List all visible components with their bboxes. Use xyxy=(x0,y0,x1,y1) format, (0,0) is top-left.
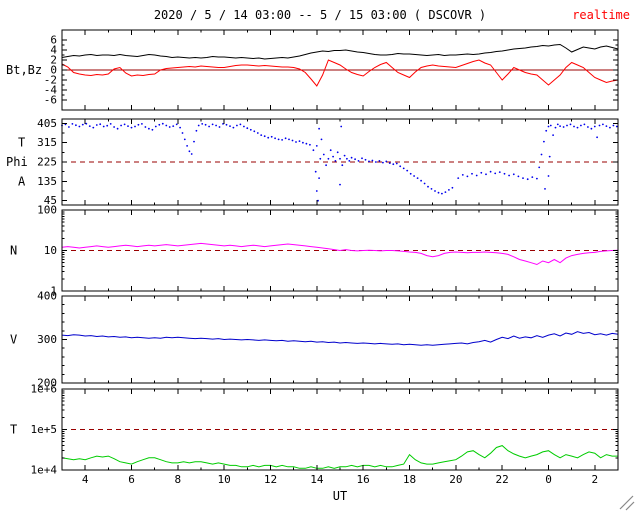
frame-phi xyxy=(61,118,619,206)
svg-text:100: 100 xyxy=(37,204,57,217)
plot-title: 2020 / 5 / 14 03:00 -- 5 / 15 03:00 ( DS… xyxy=(153,8,487,22)
svg-text:4: 4 xyxy=(50,44,57,57)
series-n-line xyxy=(61,242,619,266)
svg-text:2: 2 xyxy=(50,54,57,67)
panel-velocity: 400 300 200 V xyxy=(10,290,619,390)
svg-text:V: V xyxy=(10,333,17,347)
svg-text:20: 20 xyxy=(449,473,462,486)
frame-velocity xyxy=(61,295,619,384)
corner-resize-mark xyxy=(619,495,635,511)
svg-text:T: T xyxy=(18,136,25,150)
svg-text:2: 2 xyxy=(592,473,599,486)
svg-text:8: 8 xyxy=(175,473,182,486)
frame-bt-bz xyxy=(61,29,619,111)
svg-text:-4: -4 xyxy=(44,84,58,97)
svg-text:22: 22 xyxy=(496,473,509,486)
realtime-badge: realtime xyxy=(572,8,630,22)
svg-text:-2: -2 xyxy=(44,74,57,87)
svg-text:T: T xyxy=(10,423,17,437)
svg-text:18: 18 xyxy=(403,473,416,486)
svg-text:405: 405 xyxy=(37,117,57,130)
svg-text:400: 400 xyxy=(37,290,57,303)
frame-density xyxy=(61,209,619,292)
svg-text:135: 135 xyxy=(37,175,57,188)
svg-text:1e+4: 1e+4 xyxy=(31,464,58,477)
svg-text:300: 300 xyxy=(37,333,57,346)
svg-text:Bt,Bz: Bt,Bz xyxy=(6,63,42,77)
svg-text:6: 6 xyxy=(128,473,135,486)
series-phi-scatter xyxy=(61,122,618,202)
svg-text:14: 14 xyxy=(310,473,324,486)
svg-text:Phi: Phi xyxy=(6,155,28,169)
svg-text:200: 200 xyxy=(37,377,57,390)
svg-text:1e+6: 1e+6 xyxy=(31,383,58,396)
series-bt-line xyxy=(61,43,619,60)
svg-text:10: 10 xyxy=(44,244,57,257)
panel-temperature: 1e+6 1e+5 1e+4 T xyxy=(10,383,619,477)
series-t-line xyxy=(61,445,618,469)
svg-text:10: 10 xyxy=(218,473,231,486)
svg-text:12: 12 xyxy=(264,473,277,486)
svg-text:225: 225 xyxy=(37,156,57,169)
x-axis-tick-labels: 4 6 8 10 12 14 16 18 20 22 0 2 xyxy=(82,473,598,486)
frame-temperature xyxy=(61,388,619,471)
svg-text:1e+5: 1e+5 xyxy=(31,423,58,436)
panel-phi: 405 315 225 135 45 T Phi A xyxy=(6,117,619,207)
svg-text:-6: -6 xyxy=(44,94,57,107)
panel-density: 100 10 1 N xyxy=(10,204,619,298)
svg-text:6: 6 xyxy=(50,34,57,47)
series-bz-line xyxy=(61,59,619,87)
svg-text:315: 315 xyxy=(37,136,57,149)
svg-text:45: 45 xyxy=(44,194,57,207)
svg-text:N: N xyxy=(10,244,17,258)
svg-text:16: 16 xyxy=(357,473,370,486)
svg-text:0: 0 xyxy=(50,64,57,77)
x-axis-label: UT xyxy=(332,489,348,503)
svg-text:4: 4 xyxy=(82,473,89,486)
svg-text:1: 1 xyxy=(50,285,57,298)
series-v-line xyxy=(61,331,619,346)
svg-text:A: A xyxy=(18,174,26,188)
svg-text:0: 0 xyxy=(545,473,552,486)
